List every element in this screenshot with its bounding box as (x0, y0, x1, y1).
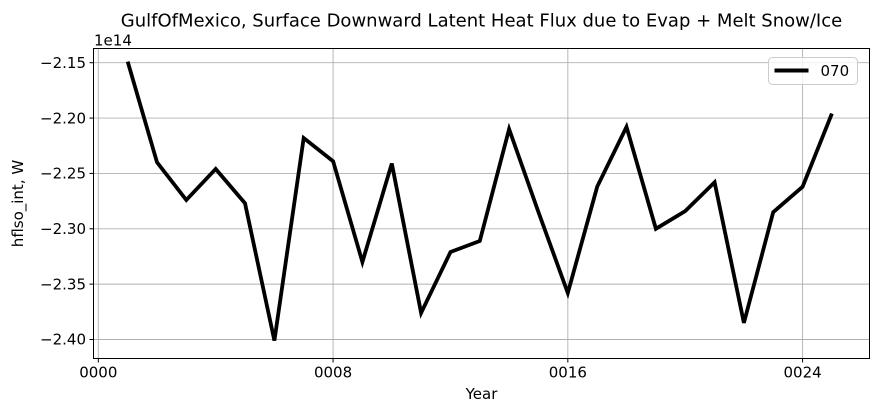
x-tick-label: 0008 (314, 364, 352, 382)
y-axis-label: hflso_int, W (9, 160, 28, 248)
axes-spines (93, 48, 870, 359)
x-tick-label: 0016 (549, 364, 587, 382)
axis-layer: 0000 0008 0016 0024 −2.15 −2.20 −2.25 −2.30 −2.3… (40, 48, 870, 382)
legend-entry-label: 070 (821, 62, 850, 80)
x-tick-label: 0000 (79, 364, 117, 382)
y-tick-label: −2.30 (40, 220, 86, 238)
y-tick-label: −2.20 (40, 109, 86, 127)
data-line-layer (125, 61, 834, 341)
data-line-070 (125, 61, 834, 341)
grid-layer (93, 48, 870, 359)
y-tick-label: −2.15 (40, 54, 86, 72)
x-axis-label: Year (465, 385, 499, 403)
legend: 070 (768, 57, 858, 85)
y-axis-offset-text: 1e14 (94, 32, 132, 50)
legend-box (768, 57, 858, 85)
y-tick-label: −2.35 (40, 275, 86, 293)
y-tick-label: −2.40 (40, 331, 86, 349)
chart-title: GulfOfMexico, Surface Downward Latent He… (121, 11, 842, 32)
x-tick-label: 0024 (783, 364, 821, 382)
y-tick-label: −2.25 (40, 165, 86, 183)
